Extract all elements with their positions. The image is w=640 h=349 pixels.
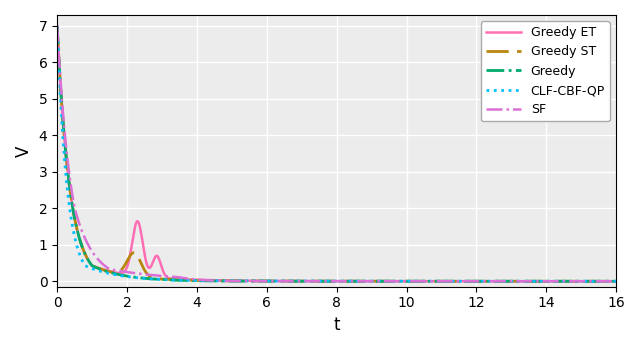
SF bbox=[417, 279, 424, 283]
Line: Greedy ST: Greedy ST bbox=[57, 26, 616, 281]
CLF-CBF-QP bbox=[417, 279, 424, 283]
Greedy ST bbox=[53, 24, 61, 28]
Greedy bbox=[53, 24, 61, 28]
SF bbox=[612, 279, 620, 283]
Greedy ST bbox=[417, 279, 424, 283]
CLF-CBF-QP bbox=[53, 24, 61, 28]
Greedy ET bbox=[388, 279, 396, 283]
CLF-CBF-QP bbox=[155, 277, 163, 281]
Greedy ST bbox=[155, 277, 163, 281]
Greedy ET bbox=[53, 24, 61, 28]
SF bbox=[388, 279, 396, 283]
Y-axis label: V: V bbox=[15, 145, 33, 157]
Greedy ET bbox=[470, 279, 478, 283]
Greedy bbox=[470, 279, 478, 283]
CLF-CBF-QP bbox=[267, 279, 275, 283]
Line: Greedy: Greedy bbox=[57, 26, 616, 281]
Legend: Greedy ET, Greedy ST, Greedy, CLF-CBF-QP, SF: Greedy ET, Greedy ST, Greedy, CLF-CBF-QP… bbox=[481, 21, 610, 121]
CLF-CBF-QP bbox=[612, 279, 620, 283]
SF bbox=[513, 279, 520, 283]
Line: SF: SF bbox=[57, 26, 616, 281]
SF bbox=[470, 279, 478, 283]
Greedy bbox=[267, 279, 275, 283]
Greedy bbox=[155, 277, 163, 281]
Greedy ET bbox=[417, 279, 424, 283]
SF bbox=[267, 279, 275, 283]
Greedy ST bbox=[267, 279, 275, 283]
Greedy bbox=[388, 279, 396, 283]
Line: CLF-CBF-QP: CLF-CBF-QP bbox=[57, 26, 616, 281]
CLF-CBF-QP bbox=[470, 279, 478, 283]
SF bbox=[155, 274, 163, 278]
CLF-CBF-QP bbox=[513, 279, 520, 283]
Greedy ST bbox=[513, 279, 520, 283]
Greedy ET bbox=[267, 279, 275, 283]
Greedy ET bbox=[612, 279, 620, 283]
Greedy ST bbox=[388, 279, 396, 283]
SF bbox=[53, 24, 61, 28]
Greedy ET bbox=[513, 279, 520, 283]
Greedy ST bbox=[470, 279, 478, 283]
Greedy ET bbox=[155, 256, 163, 260]
Greedy ST bbox=[612, 279, 620, 283]
Greedy bbox=[513, 279, 520, 283]
CLF-CBF-QP bbox=[388, 279, 396, 283]
Greedy bbox=[612, 279, 620, 283]
Greedy bbox=[417, 279, 424, 283]
X-axis label: t: t bbox=[333, 316, 340, 334]
Line: Greedy ET: Greedy ET bbox=[57, 26, 616, 281]
